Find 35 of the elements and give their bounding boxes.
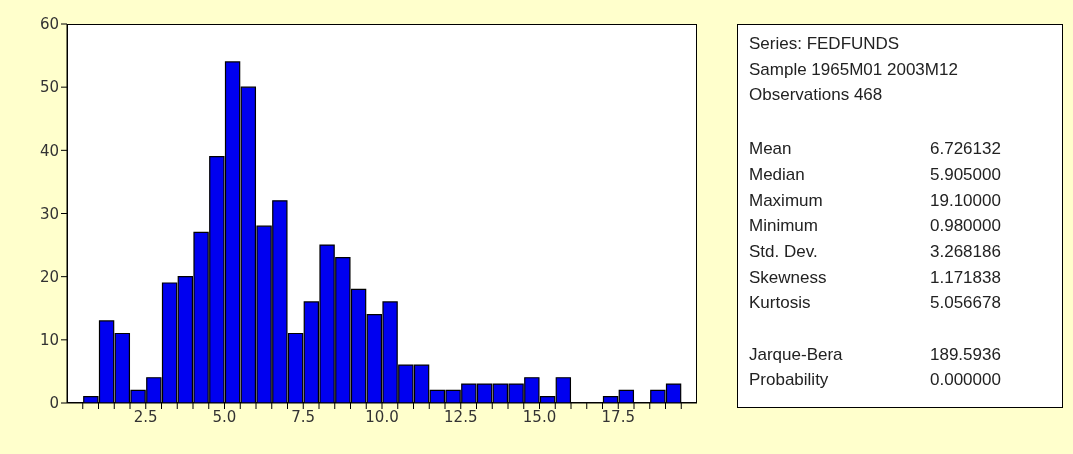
text: 3.268186 (930, 240, 1001, 263)
y-tick-label: 10 (39, 331, 59, 350)
text: Series: FEDFUNDS (749, 33, 901, 55)
text: 0.000000 (930, 369, 1001, 392)
x-tick-label: 5.0 (212, 407, 237, 426)
y-tick-label: 30 (39, 204, 59, 223)
text: Kurtosis (749, 292, 812, 315)
y-tick-label: 0 (49, 394, 59, 413)
text: 189.5936 (930, 343, 1001, 366)
x-tick-label: 12.5 (444, 407, 478, 426)
text: Sample 1965M01 2003M12 (749, 58, 959, 81)
x-tick-label: 17.5 (601, 407, 635, 426)
text: Minimum (749, 215, 819, 238)
x-tick-label: 2.5 (133, 407, 158, 426)
y-tick-label: 40 (39, 141, 59, 160)
y-tick-label: 60 (39, 15, 59, 34)
text: Probability (749, 369, 830, 392)
x-tick-label: 10.0 (365, 407, 399, 426)
text: Median (749, 163, 806, 186)
y-tick-label: 50 (39, 78, 59, 97)
x-tick-label: 15.0 (522, 407, 557, 426)
text: Jarque-Bera (749, 343, 844, 366)
x-tick-label: 7.5 (291, 407, 316, 426)
text: 19.10000 (930, 189, 1001, 212)
text: Skewness (749, 266, 828, 289)
text: 0.980000 (930, 215, 1001, 238)
text: Mean (749, 138, 793, 161)
text: 6.726132 (930, 138, 1001, 161)
text: Std. Dev. (749, 240, 819, 263)
text: 5.905000 (930, 163, 1001, 186)
text: 5.056678 (930, 292, 1001, 315)
text: 1.171838 (930, 266, 1001, 289)
text: Observations 468 (749, 84, 884, 107)
text: Maximum (749, 189, 824, 212)
y-tick-label: 20 (39, 267, 59, 286)
